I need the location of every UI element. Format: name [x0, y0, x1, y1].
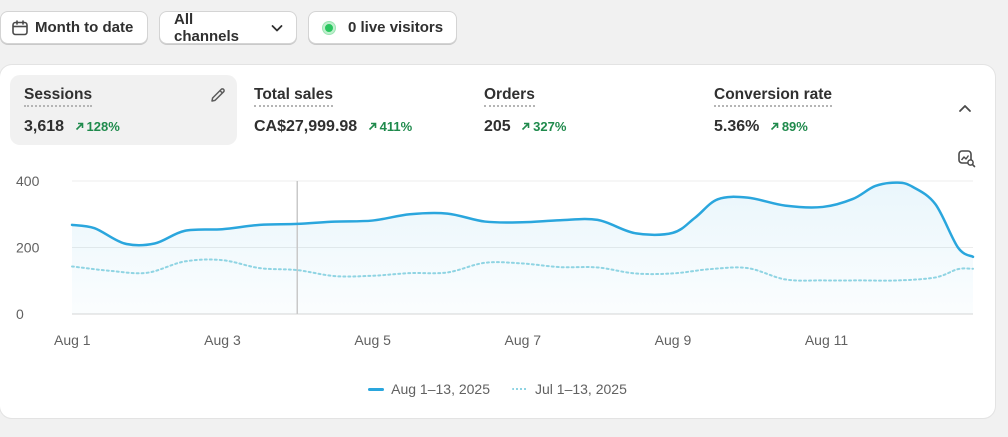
y-tick-label: 200 [16, 240, 40, 256]
x-tick-label: Aug 9 [655, 332, 692, 348]
metric-total-sales[interactable]: Total sales CA$27,999.98 411% [240, 75, 460, 145]
metric-value: CA$27,999.98 [254, 118, 358, 135]
live-dot-icon [323, 21, 335, 34]
arrow-up-right-icon [368, 122, 376, 131]
date-range-button[interactable]: Month to date [0, 11, 148, 44]
calendar-icon [11, 19, 29, 37]
metric-sessions[interactable]: Sessions 3,618 128% [10, 75, 237, 145]
live-visitors-button[interactable]: 0 live visitors [308, 11, 457, 44]
legend-label-current: Aug 1–13, 2025 [391, 381, 490, 397]
metric-delta: 411% [368, 119, 413, 134]
metric-value: 205 [484, 118, 511, 135]
x-tick-label: Aug 5 [354, 332, 391, 348]
chevron-down-icon [270, 21, 284, 35]
date-range-label: Month to date [35, 19, 134, 36]
metric-delta-value: 89% [781, 119, 808, 134]
metric-conversion-rate[interactable]: Conversion rate 5.36% 89% [700, 75, 920, 145]
channels-dropdown[interactable]: All channels [159, 10, 297, 45]
metric-label: Total sales [254, 86, 333, 107]
analytics-card: Sessions 3,618 128% Total sales CA$27,99… [0, 65, 995, 418]
live-visitors-label: 0 live visitors [348, 19, 444, 36]
metric-value-row: 205 327% [484, 118, 566, 136]
x-tick-label: Aug 11 [805, 332, 849, 348]
metric-delta: 327% [521, 119, 566, 134]
y-tick-label: 400 [16, 173, 40, 189]
series-line-current [70, 181, 975, 259]
arrow-up-right-icon [770, 122, 779, 131]
metric-delta: 128% [75, 119, 120, 134]
x-tick-label: Aug 7 [505, 332, 542, 348]
series-line-previous [71, 258, 974, 282]
metric-value: 5.36% [714, 118, 760, 135]
metric-label: Sessions [24, 86, 93, 107]
chart-legend: Aug 1–13, 2025 Jul 1–13, 2025 [0, 379, 995, 399]
toolbar: Month to date All channels 0 live visito… [0, 10, 1008, 45]
channels-label: All channels [174, 10, 240, 45]
arrow-up-right-icon [75, 122, 83, 131]
arrow-up-right-icon [522, 122, 530, 131]
legend-swatch-solid [368, 387, 385, 391]
x-tick-label: Aug 3 [204, 332, 241, 348]
metric-delta-value: 327% [533, 119, 567, 134]
series-area-current [72, 182, 973, 314]
sessions-line-chart: 0 200 400 Aug 1 Aug 3 Aug 5 Aug 7 Aug 9 Aug 11 [16, 173, 975, 348]
x-tick-label: Aug 1 [54, 332, 91, 348]
pencil-icon[interactable] [209, 86, 227, 104]
metric-delta: 89% [770, 119, 808, 134]
metric-orders[interactable]: Orders 205 327% [470, 75, 690, 145]
legend-label-previous: Jul 1–13, 2025 [535, 381, 627, 397]
legend-item-previous[interactable]: Jul 1–13, 2025 [512, 381, 627, 397]
metric-delta-value: 128% [86, 119, 120, 134]
legend-item-current[interactable]: Aug 1–13, 2025 [368, 381, 490, 397]
chevron-up-icon[interactable] [956, 100, 974, 118]
legend-swatch-dotted [512, 388, 528, 390]
metric-value: 3,618 [24, 118, 65, 135]
y-tick-label: 0 [16, 306, 24, 322]
chart-zoom-icon[interactable] [957, 149, 976, 168]
metric-label: Conversion rate [714, 86, 833, 107]
metric-delta-value: 411% [379, 119, 413, 134]
metric-label: Orders [484, 86, 535, 107]
metric-value-row: 3,618 128% [24, 118, 120, 136]
metric-value-row: 5.36% 89% [714, 118, 808, 136]
metric-value-row: CA$27,999.98 411% [254, 118, 412, 136]
